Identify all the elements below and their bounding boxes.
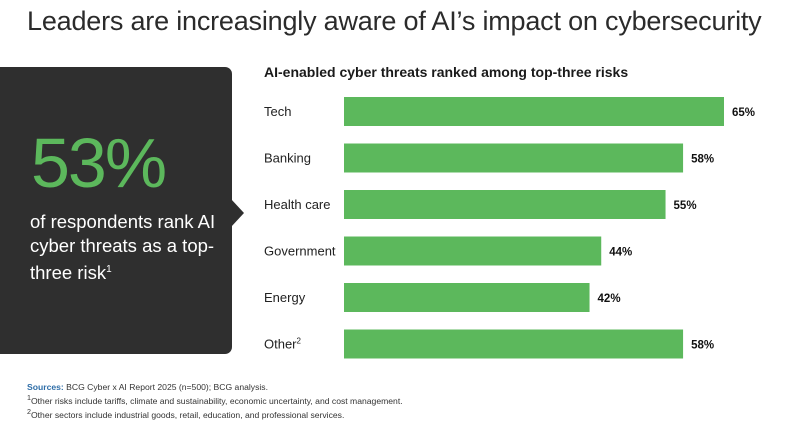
footnote-2-text: Other sectors include industrial goods, … bbox=[30, 409, 345, 420]
category-label: Health care bbox=[264, 197, 330, 212]
category-label: Banking bbox=[264, 151, 311, 166]
footnote-1-mark: 1 bbox=[27, 394, 31, 402]
value-label: 58% bbox=[691, 340, 714, 352]
footnote-2-mark: 2 bbox=[27, 407, 31, 416]
stat-footnote-mark: 1 bbox=[106, 264, 112, 275]
bar bbox=[344, 329, 684, 359]
footnotes: Sources: BCG Cyber x AI Report 2025 (n=5… bbox=[27, 382, 403, 421]
big-stat: 53% bbox=[31, 124, 167, 202]
footnote-1: 1Other risks include tariffs, climate an… bbox=[27, 393, 403, 407]
category-label: Other2 bbox=[264, 337, 302, 352]
bar bbox=[344, 236, 602, 266]
sources-label: Sources: bbox=[27, 382, 64, 392]
chart-title: AI-enabled cyber threats ranked among to… bbox=[264, 64, 629, 80]
category-label: Energy bbox=[264, 290, 306, 305]
value-label: 55% bbox=[674, 200, 697, 212]
category-label: Tech bbox=[264, 104, 291, 119]
value-label: 58% bbox=[691, 154, 714, 166]
bar bbox=[344, 97, 724, 126]
callout-arrow bbox=[231, 199, 244, 227]
sources-line: Sources: BCG Cyber x AI Report 2025 (n=5… bbox=[27, 382, 403, 393]
stat-description: of respondents rank AI cyber threats as … bbox=[30, 210, 225, 285]
value-label: 44% bbox=[609, 247, 632, 259]
value-label: 42% bbox=[598, 293, 621, 305]
bar bbox=[344, 143, 684, 173]
sources-text: BCG Cyber x AI Report 2025 (n=500); BCG … bbox=[63, 382, 268, 392]
footnote-2: 2Other sectors include industrial goods,… bbox=[27, 407, 403, 421]
bar bbox=[344, 190, 666, 219]
callout-panel bbox=[0, 67, 232, 354]
page-title: Leaders are increasingly aware of AI’s i… bbox=[27, 6, 762, 36]
stat-description-text: of respondents rank AI cyber threats as … bbox=[30, 211, 216, 283]
footnote-1-text: Other risks include tariffs, climate and… bbox=[30, 395, 403, 406]
bar bbox=[344, 283, 590, 312]
category-label: Government bbox=[264, 244, 336, 259]
value-label: 65% bbox=[732, 107, 755, 119]
